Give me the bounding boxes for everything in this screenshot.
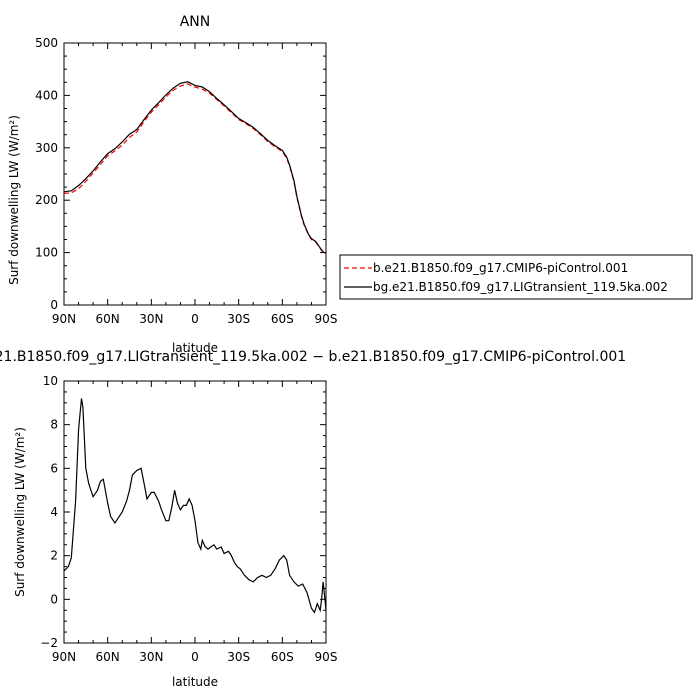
y-tick-label: 200 bbox=[35, 193, 58, 207]
bottom-panel-ticks: 90N 60N 30N 0 30S 60S 90S −2 0 2 4 6 8 10 bbox=[40, 374, 337, 664]
bottom-panel-series bbox=[63, 398, 327, 614]
y-tick-label: 300 bbox=[35, 141, 58, 155]
x-tick-label: 60S bbox=[271, 312, 294, 326]
legend-label-lig: bg.e21.B1850.f09_g17.LIGtransient_119.5k… bbox=[373, 280, 668, 294]
y-tick-label: 500 bbox=[35, 36, 58, 50]
legend: b.e21.B1850.f09_g17.CMIP6-piControl.001 … bbox=[339, 254, 693, 300]
x-tick-label: 90N bbox=[52, 650, 76, 664]
x-tick-label: 60S bbox=[271, 650, 294, 664]
x-tick-label: 90S bbox=[315, 650, 338, 664]
x-tick-label: 30N bbox=[139, 650, 163, 664]
legend-label-control: b.e21.B1850.f09_g17.CMIP6-piControl.001 bbox=[373, 261, 628, 275]
y-tick-label: 2 bbox=[50, 549, 58, 563]
top-panel-ticks: 90N 60N 30N 0 30S 60S 90S 0 100 200 300 400 500 bbox=[35, 36, 337, 326]
top-panel-ylabel: Surf downwelling LW (W/m²) bbox=[7, 115, 21, 285]
x-tick-label: 90S bbox=[315, 312, 338, 326]
x-tick-label: 60N bbox=[96, 650, 120, 664]
series-line-solid-0 bbox=[63, 398, 327, 614]
top-panel-frame bbox=[63, 42, 327, 306]
x-tick-label: 30S bbox=[227, 312, 250, 326]
y-tick-label: 8 bbox=[50, 418, 58, 432]
x-tick-label: 90N bbox=[52, 312, 76, 326]
top-panel-title: ANN bbox=[180, 14, 211, 30]
top-panel: ANN latitude Surf downwelling LW (W/m²) … bbox=[7, 14, 337, 355]
x-tick-label: 0 bbox=[191, 312, 199, 326]
bottom-panel-title: bg.e21.B1850.f09_g17.LIGtransient_119.5k… bbox=[0, 349, 626, 365]
y-tick-label: 400 bbox=[35, 88, 58, 102]
bottom-panel-frame bbox=[63, 380, 327, 644]
y-tick-label: 0 bbox=[50, 298, 58, 312]
x-tick-label: 0 bbox=[191, 650, 199, 664]
top-panel-series bbox=[63, 81, 327, 255]
legend-box bbox=[339, 254, 693, 300]
x-tick-label: 30N bbox=[139, 312, 163, 326]
y-tick-label: 100 bbox=[35, 246, 58, 260]
x-tick-label: 30S bbox=[227, 650, 250, 664]
bottom-panel: bg.e21.B1850.f09_g17.LIGtransient_119.5k… bbox=[0, 349, 626, 689]
bottom-panel-xlabel: latitude bbox=[172, 675, 218, 689]
y-tick-label: 0 bbox=[50, 592, 58, 606]
series-line-solid-1 bbox=[63, 81, 327, 254]
y-tick-label: −2 bbox=[40, 636, 58, 650]
y-tick-label: 4 bbox=[50, 505, 58, 519]
series-line-dashed-0 bbox=[63, 83, 327, 255]
top-panel-xlabel: latitude bbox=[172, 341, 218, 355]
bottom-panel-ylabel: Surf downwelling LW (W/m²) bbox=[13, 427, 27, 597]
x-tick-label: 60N bbox=[96, 312, 120, 326]
y-tick-label: 10 bbox=[43, 374, 58, 388]
y-tick-label: 6 bbox=[50, 461, 58, 475]
